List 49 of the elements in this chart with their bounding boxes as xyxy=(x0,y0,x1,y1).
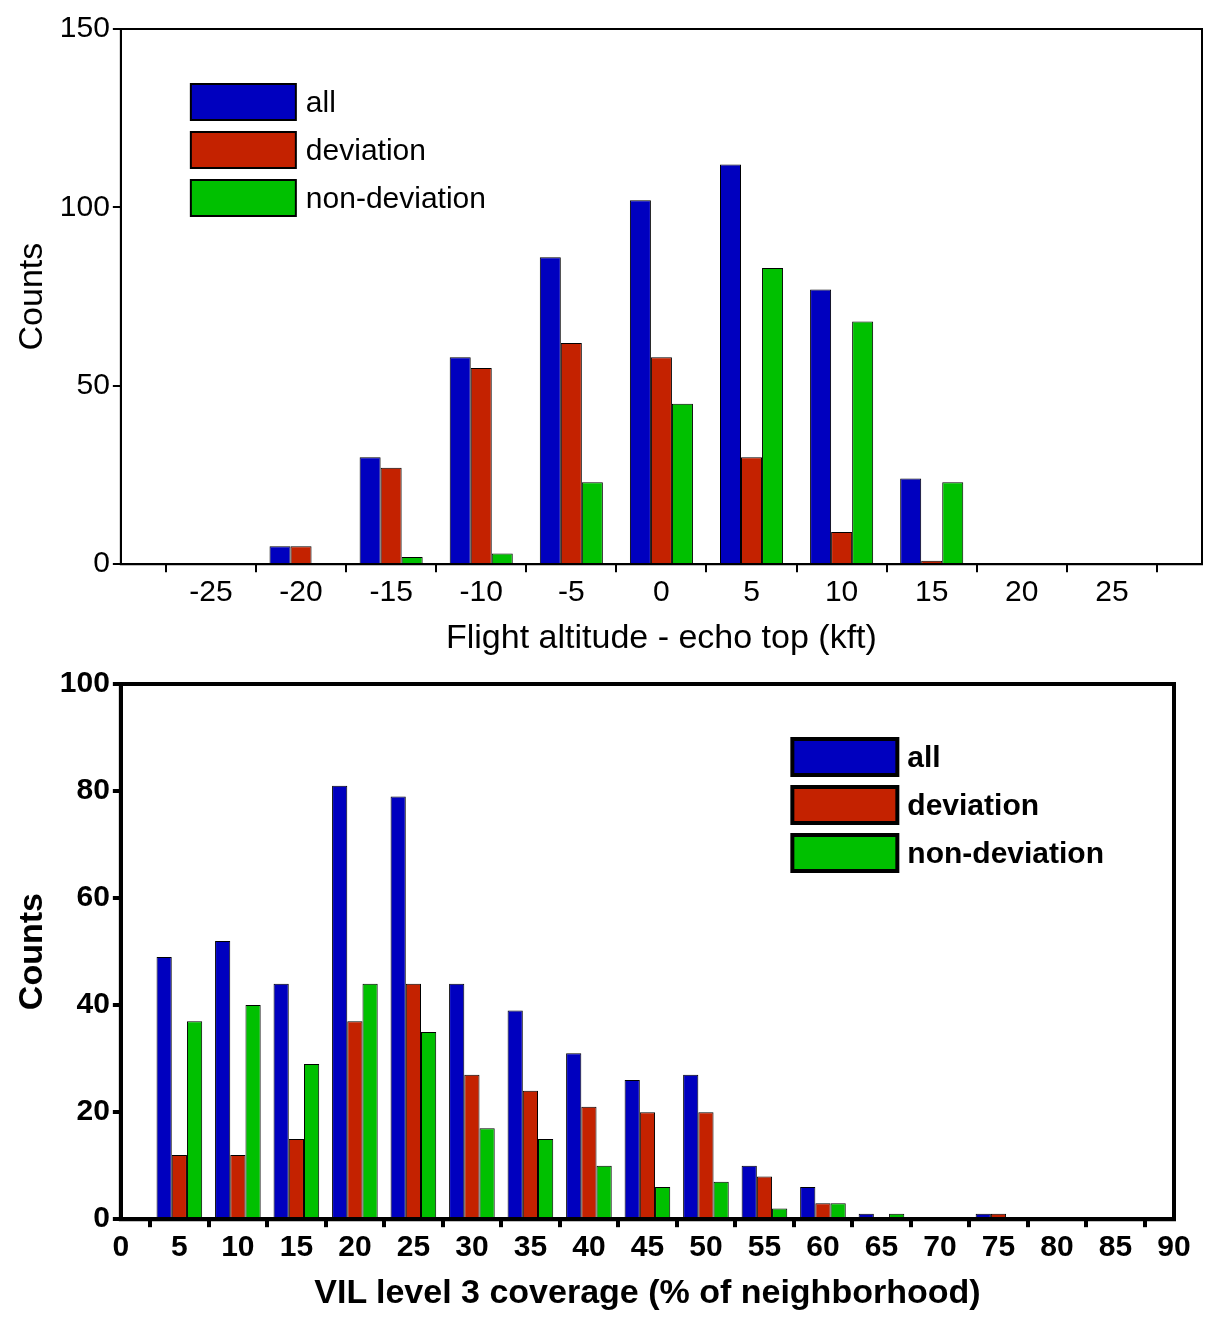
x-axis-title: VIL level 3 coverage (% of neighborhood) xyxy=(314,1271,981,1310)
legend-label: deviation xyxy=(907,788,1040,822)
x-tick-label: -5 xyxy=(557,574,585,608)
x-tick-label: 25 xyxy=(396,1229,431,1263)
legend-label: non-deviation xyxy=(305,181,486,215)
x-tick-label: -10 xyxy=(459,574,503,608)
x-tick-label: 30 xyxy=(455,1229,489,1263)
y-axis-title: Counts xyxy=(10,242,49,351)
y-tick-label: 40 xyxy=(76,986,110,1020)
x-tick-label: -15 xyxy=(369,574,413,608)
x-tick-label: 10 xyxy=(824,574,859,608)
x-tick-label: -25 xyxy=(189,574,233,608)
x-tick-label: 25 xyxy=(1095,574,1129,608)
legend-label: all xyxy=(305,85,336,119)
y-tick-label: 80 xyxy=(76,772,110,806)
x-tick-label: 45 xyxy=(630,1229,665,1263)
y-tick-label: 50 xyxy=(76,367,110,401)
x-tick-label: 90 xyxy=(1157,1229,1191,1263)
x-tick-label: 10 xyxy=(221,1229,255,1263)
y-tick-label: 60 xyxy=(76,879,110,913)
x-tick-label: 80 xyxy=(1040,1229,1074,1263)
x-tick-label: 5 xyxy=(171,1229,188,1263)
x-tick-label: 5 xyxy=(743,574,760,608)
legend-label: all xyxy=(907,740,941,774)
y-tick-label: 20 xyxy=(76,1093,110,1127)
y-tick-label: 0 xyxy=(93,545,110,579)
x-tick-label: 65 xyxy=(864,1229,899,1263)
x-tick-label: 75 xyxy=(981,1229,1016,1263)
x-tick-label: 50 xyxy=(689,1229,723,1263)
x-tick-label: 70 xyxy=(923,1229,957,1263)
x-tick-label: -20 xyxy=(279,574,323,608)
x-tick-label: 85 xyxy=(1098,1229,1133,1263)
y-tick-label: 100 xyxy=(59,188,110,222)
y-axis-title: Counts xyxy=(10,893,49,1011)
y-tick-label: 100 xyxy=(59,665,110,699)
x-tick-label: 20 xyxy=(1005,574,1039,608)
x-tick-label: 15 xyxy=(279,1229,314,1263)
x-tick-label: 40 xyxy=(572,1229,606,1263)
y-tick-label: 0 xyxy=(93,1200,110,1234)
x-tick-label: 55 xyxy=(747,1229,782,1263)
x-tick-label: 0 xyxy=(653,574,670,608)
x-axis-title: Flight altitude - echo top (kft) xyxy=(445,616,877,655)
x-tick-label: 60 xyxy=(806,1229,840,1263)
legend-label: non-deviation xyxy=(907,836,1104,870)
x-tick-label: 15 xyxy=(915,574,949,608)
y-tick-label: 150 xyxy=(59,10,110,44)
legend-label: deviation xyxy=(305,133,426,167)
x-tick-label: 35 xyxy=(513,1229,548,1263)
x-tick-label: 20 xyxy=(338,1229,372,1263)
